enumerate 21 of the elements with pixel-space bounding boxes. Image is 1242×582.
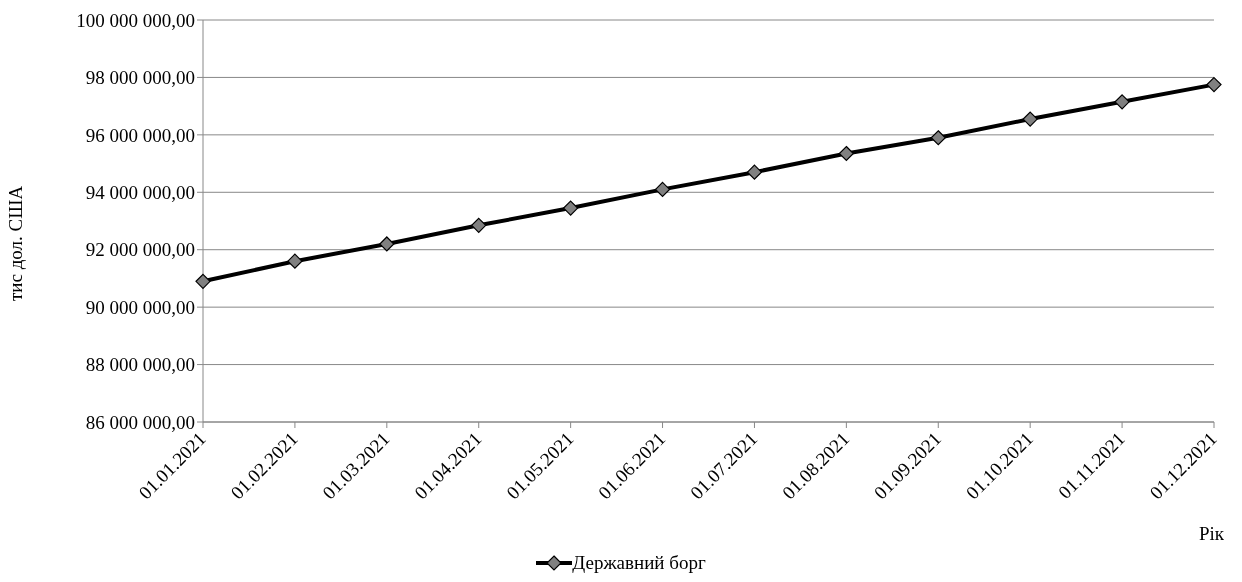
y-tick-label: 88 000 000,00 [85,354,195,376]
y-axis-title: тис дол. США [4,185,26,301]
point [471,217,487,233]
point [379,236,395,252]
point [654,181,671,198]
y-tick-label: 96 000 000,00 [85,124,195,146]
y-tick-label: 90 000 000,00 [85,296,195,318]
point [195,273,211,289]
y-tick-label: 92 000 000,00 [85,239,195,261]
point [287,253,303,269]
x-axis-title: Рік [1198,523,1225,544]
point [838,145,854,162]
point [1206,77,1222,93]
y-tick-label: 86 000 000,00 [85,411,195,433]
point [563,200,579,216]
point [930,130,946,146]
y-tick-label: 98 000 000,00 [85,67,195,89]
legend-label: Державний борг [572,552,706,574]
y-tick-label: 94 000 000,00 [85,182,195,204]
y-tick-label: 100 000 000,00 [76,9,195,31]
point [1114,94,1130,110]
